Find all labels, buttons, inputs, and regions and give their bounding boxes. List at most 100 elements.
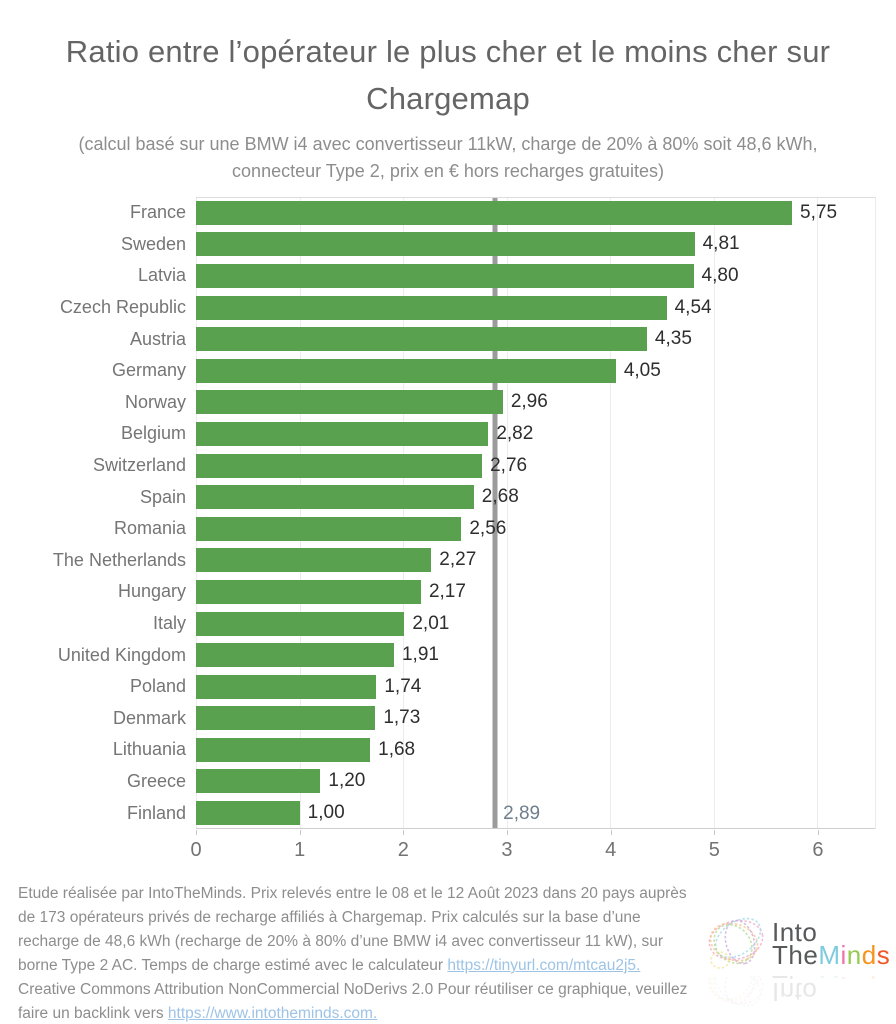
- bar-rows: France 5,75 Sweden 4,81 Latvia 4,80 Czech Repu…: [10, 197, 886, 829]
- bar-row: Spain 2,68: [10, 481, 886, 513]
- gridline: [713, 198, 715, 828]
- value-label: 1,74: [384, 675, 422, 697]
- axis-tick-label: 4: [605, 839, 617, 861]
- logo-letter: d: [861, 940, 877, 970]
- bar-row: France 5,75: [10, 197, 886, 229]
- bar-row: Norway 2,96: [10, 387, 886, 419]
- bar-area: 1,00: [196, 801, 876, 826]
- bar-area: 2,01: [196, 611, 876, 636]
- bar: [196, 548, 432, 573]
- bar-area: 2,68: [196, 485, 876, 510]
- value-label: 2,76: [490, 454, 528, 476]
- logo-text: Into TheMinds: [772, 917, 890, 970]
- bar-row: Hungary 2,17: [10, 576, 886, 608]
- bar: [196, 611, 405, 636]
- bar-row: Switzerland 2,76: [10, 450, 886, 482]
- bar-row: Latvia 4,80: [10, 260, 886, 292]
- country-label: Poland: [129, 676, 186, 697]
- bar-area: 1,91: [196, 643, 876, 668]
- logo-text-the: The: [772, 940, 819, 970]
- country-label: Germany: [111, 360, 186, 381]
- bar: [196, 674, 377, 699]
- gridline: [506, 198, 508, 828]
- bar-row: Sweden 4,81: [10, 229, 886, 261]
- bar-area: 2,82: [196, 421, 876, 446]
- value-label: 5,75: [800, 201, 838, 223]
- value-label: 1,00: [307, 802, 345, 824]
- bar: [196, 327, 647, 352]
- logo-letter: M: [818, 940, 841, 970]
- bar-row: Greece 1,20: [10, 766, 886, 798]
- country-label: Latvia: [137, 265, 186, 286]
- logo-letter: i: [840, 940, 847, 970]
- bar: [196, 706, 376, 731]
- gridline: [817, 198, 819, 828]
- footer-text: Etude réalisée par IntoTheMinds. Prix re…: [18, 885, 687, 974]
- plot-area: 2,89: [196, 197, 876, 829]
- bar-row: United Kingdom 1,91: [10, 639, 886, 671]
- gridline: [196, 198, 197, 828]
- country-label: The Netherlands: [52, 549, 186, 570]
- footer-note: Etude réalisée par IntoTheMinds. Prix re…: [18, 882, 696, 1024]
- logo-letter: s: [876, 940, 891, 970]
- value-label: 4,05: [623, 359, 661, 381]
- value-label: 4,54: [674, 296, 712, 318]
- axis-tick-label: 5: [708, 839, 720, 861]
- logo-main: Into TheMinds: [700, 976, 896, 1018]
- axis-tick: [610, 830, 612, 835]
- bar-chart: 2,89 France 5,75 Sweden 4,81 Latvia 4,80 Czech…: [10, 197, 886, 865]
- bar: [196, 295, 667, 320]
- axis-tick: [403, 830, 405, 835]
- value-label: 4,35: [654, 328, 692, 350]
- bar: [196, 737, 371, 762]
- bar: [196, 453, 483, 478]
- country-label: France: [129, 202, 186, 223]
- bar-row: Italy 2,01: [10, 608, 886, 640]
- axis-tick: [196, 830, 197, 835]
- axis-tick-label: 0: [190, 839, 202, 861]
- reference-line-label: 2,89: [503, 803, 541, 824]
- bar-area: 1,20: [196, 769, 876, 794]
- country-label: Hungary: [117, 581, 186, 602]
- bar-area: 1,73: [196, 706, 876, 731]
- logo-text-into: Into: [772, 917, 818, 947]
- bar-area: 2,76: [196, 453, 876, 478]
- axis-tick: [506, 830, 508, 835]
- axis-tick-label: 2: [397, 839, 409, 861]
- bar-area: 2,96: [196, 390, 876, 415]
- country-label: Norway: [124, 391, 186, 412]
- bar-row: Belgium 2,82: [10, 418, 886, 450]
- bar-area: 2,17: [196, 579, 876, 604]
- bar-area: 4,05: [196, 358, 876, 383]
- country-label: Lithuania: [112, 739, 186, 760]
- chart-subtitle: (calcul basé sur une BMW i4 avec convert…: [78, 134, 818, 181]
- x-axis: 0 1 2 3 4 5 6: [190, 830, 876, 866]
- footer-link[interactable]: https://www.intotheminds.com.: [167, 1005, 378, 1022]
- bar-area: 4,81: [196, 232, 876, 257]
- intotheminds-logo: Into TheMinds Into TheMinds: [700, 906, 896, 1022]
- value-label: 1,73: [383, 707, 421, 729]
- brain-logo-icon: [708, 976, 764, 1007]
- gridline: [299, 198, 301, 828]
- logo-letter: n: [846, 940, 862, 970]
- value-label: 1,68: [378, 738, 416, 760]
- axis-tick: [817, 830, 819, 835]
- axis-tick: [299, 830, 301, 835]
- country-label: Denmark: [112, 707, 186, 728]
- country-label: United Kingdom: [57, 644, 186, 665]
- value-label: 2,68: [481, 486, 519, 508]
- bar: [196, 579, 421, 604]
- logo-text-minds: Minds: [818, 940, 890, 970]
- country-label: Czech Republic: [59, 297, 186, 318]
- bar: [196, 200, 793, 225]
- country-label: Switzerland: [92, 455, 186, 476]
- bar: [196, 801, 300, 826]
- value-label: 1,91: [401, 644, 439, 666]
- footer-link[interactable]: https://tinyurl.com/mtcau2j5.: [447, 957, 641, 974]
- logo-text-into: Into: [772, 977, 818, 1007]
- gridline: [403, 198, 404, 828]
- bar-row: Czech Republic 4,54: [10, 292, 886, 324]
- country-label: Austria: [129, 328, 186, 349]
- bar-area: 4,54: [196, 295, 876, 320]
- country-label: Italy: [152, 613, 186, 634]
